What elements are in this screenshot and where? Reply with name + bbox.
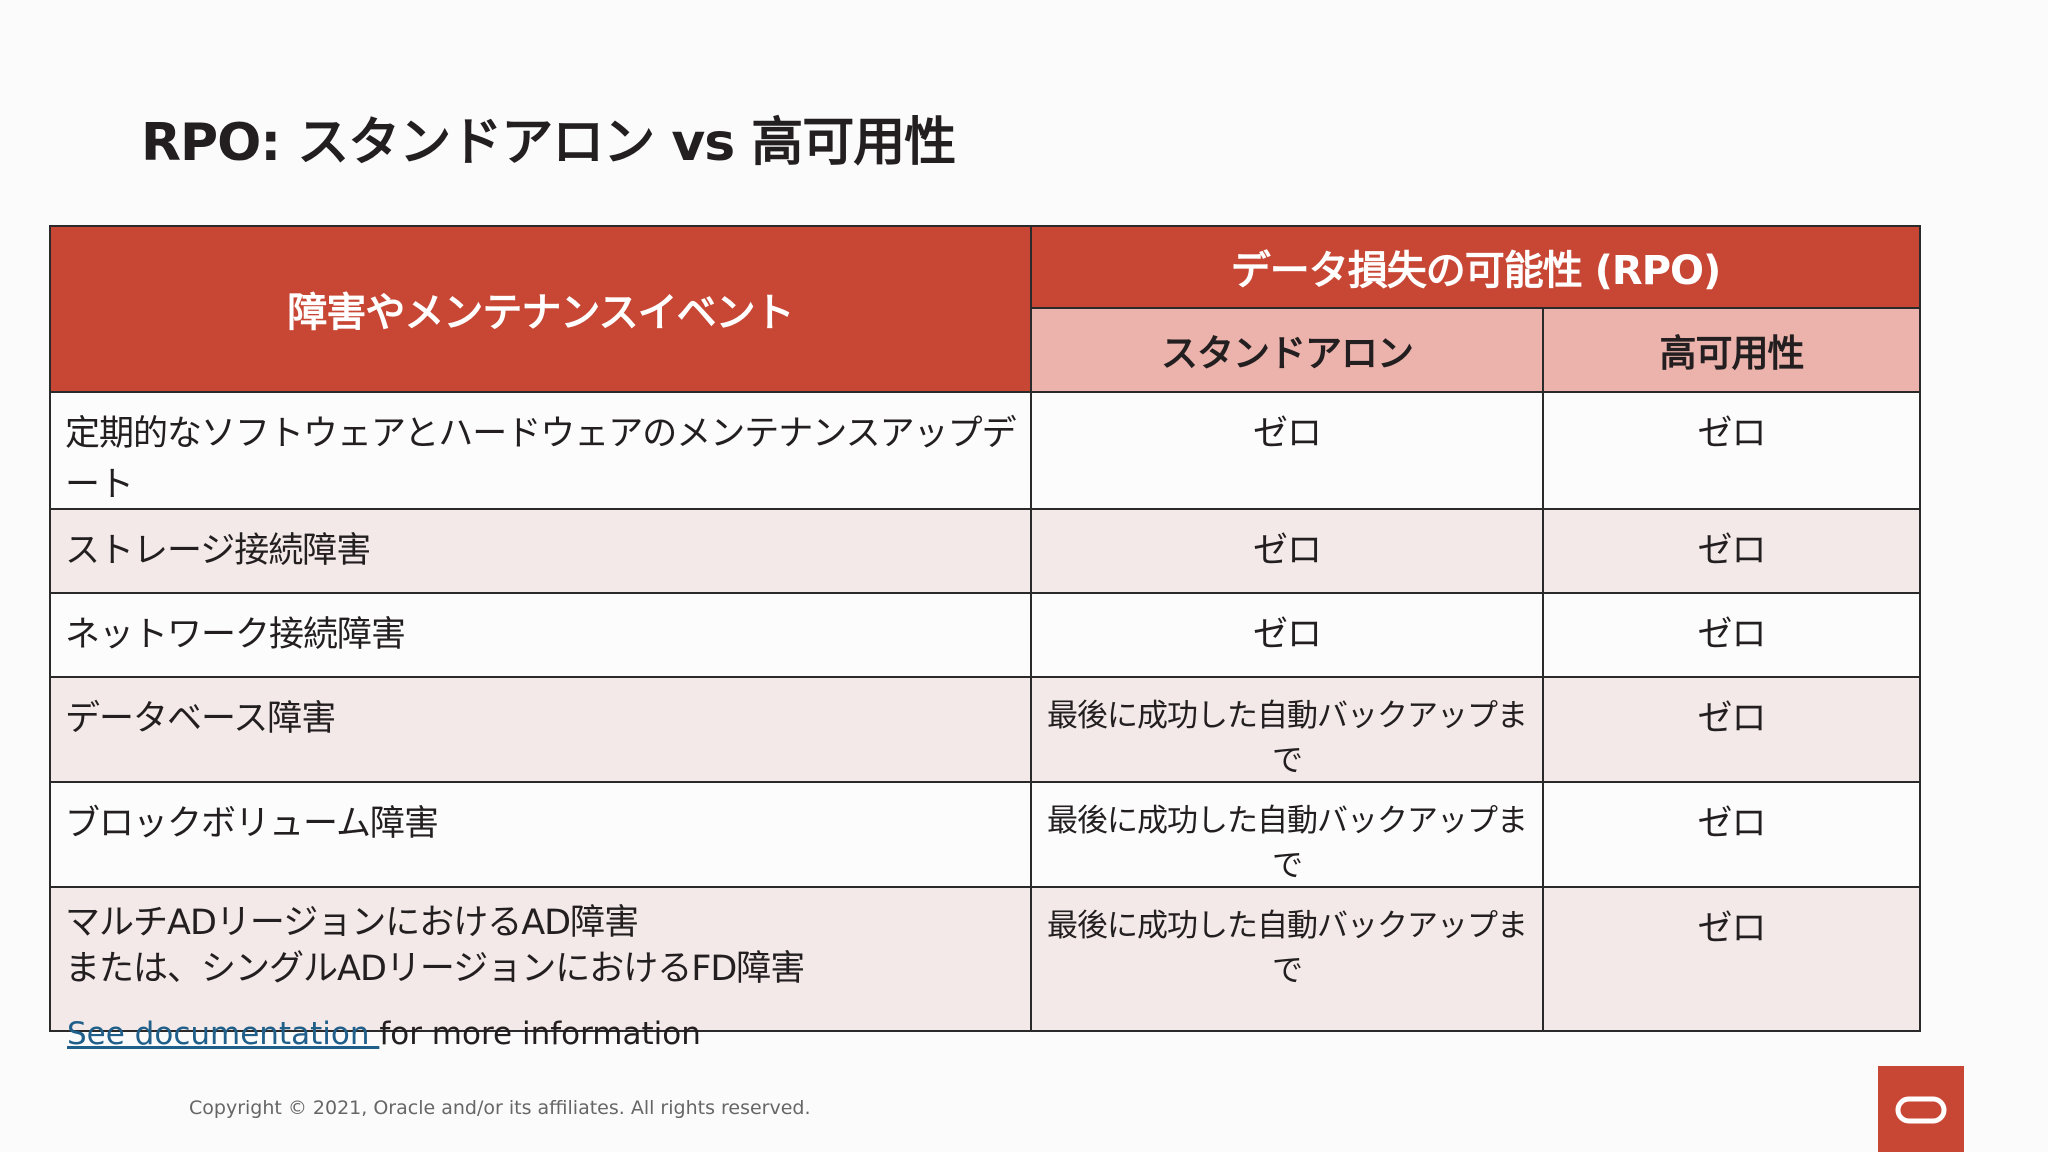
copyright-text: Copyright © 2021, Oracle and/or its affi… (189, 1097, 811, 1119)
event-line: または、シングルADリージョンにおけるFD障害 (65, 949, 805, 989)
documentation-note-text: for more information (379, 1016, 701, 1052)
rpo-comparison-table: 障害やメンテナンスイベント データ損失の可能性 (RPO) スタンドアロン 高可… (49, 225, 1922, 1032)
ha-cell: ゼロ (1541, 391, 1922, 510)
event-line: マルチADリージョンにおけるAD障害 (65, 903, 639, 943)
ha-cell: ゼロ (1541, 508, 1922, 594)
header-event: 障害やメンテナンスイベント (49, 225, 1032, 393)
standalone-cell: ゼロ (1030, 391, 1544, 510)
table-row: ストレージ接続障害 ゼロ ゼロ (49, 508, 1922, 594)
event-cell: データベース障害 (49, 676, 1032, 783)
table-row: マルチADリージョンにおけるAD障害 または、シングルADリージョンにおけるFD… (49, 886, 1922, 1032)
event-cell: 定期的なソフトウェアとハードウェアのメンテナンスアップデート (49, 391, 1032, 510)
header-standalone: スタンドアロン (1030, 307, 1544, 393)
event-cell: ネットワーク接続障害 (49, 592, 1032, 678)
brand-tile (1878, 1066, 1964, 1152)
header-rpo-group: データ損失の可能性 (RPO) (1029, 225, 1922, 309)
event-cell: マルチADリージョンにおけるAD障害 または、シングルADリージョンにおけるFD… (49, 886, 1032, 1032)
documentation-link[interactable]: See documentation (67, 1016, 380, 1052)
standalone-cell: 最後に成功した自動バックアップまで (1030, 676, 1544, 783)
table-row: 定期的なソフトウェアとハードウェアのメンテナンスアップデート ゼロ ゼロ (49, 391, 1922, 510)
slide-title: RPO: スタンドアロン vs 高可用性 (141, 113, 956, 173)
table-row: ブロックボリューム障害 最後に成功した自動バックアップまで ゼロ (49, 781, 1922, 888)
header-high-availability: 高可用性 (1541, 307, 1922, 393)
standalone-cell: 最後に成功した自動バックアップまで (1030, 781, 1544, 888)
event-cell: ストレージ接続障害 (49, 508, 1032, 594)
ha-cell: ゼロ (1541, 886, 1922, 1032)
ha-cell: ゼロ (1541, 781, 1922, 888)
ha-cell: ゼロ (1541, 592, 1922, 678)
documentation-note: See documentation for more information (67, 1016, 701, 1052)
oracle-logo-icon (1895, 1096, 1947, 1124)
standalone-cell: ゼロ (1030, 592, 1544, 678)
standalone-cell: 最後に成功した自動バックアップまで (1030, 886, 1544, 1032)
table-row: ネットワーク接続障害 ゼロ ゼロ (49, 592, 1922, 678)
ha-cell: ゼロ (1541, 676, 1922, 783)
standalone-cell: ゼロ (1030, 508, 1544, 594)
event-cell: ブロックボリューム障害 (49, 781, 1032, 888)
table-row: データベース障害 最後に成功した自動バックアップまで ゼロ (49, 676, 1922, 783)
